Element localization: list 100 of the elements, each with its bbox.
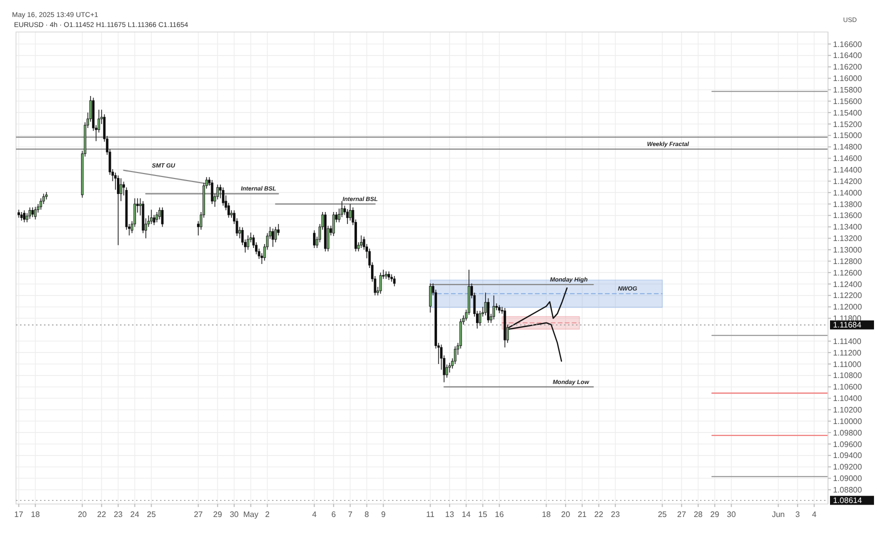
x-tick-label: 4 <box>812 510 817 519</box>
y-tick-label: 1.10600 <box>833 382 862 392</box>
y-tick-label: 1.14000 <box>833 188 862 198</box>
y-tick-label: 1.10800 <box>833 371 862 380</box>
x-tick-label: 14 <box>462 510 472 519</box>
y-tick-label: 1.15800 <box>833 86 862 95</box>
y-tick-label: 1.10400 <box>833 394 862 404</box>
x-tick-label: May <box>243 510 258 519</box>
x-tick-label: 13 <box>445 510 455 519</box>
candlestick <box>116 175 120 246</box>
y-tick-label: 1.13800 <box>833 200 862 209</box>
y-tick-label: 1.14800 <box>833 142 862 152</box>
candlestick <box>23 210 26 223</box>
y-tick-label: 1.15600 <box>833 96 862 106</box>
y-tick-label: 1.16200 <box>833 62 862 72</box>
candlestick <box>40 198 42 210</box>
y-tick-label: 1.13400 <box>833 222 862 232</box>
x-tick-label: 27 <box>194 510 204 519</box>
y-tick-label: 1.12400 <box>833 280 862 289</box>
candlestick <box>348 204 352 221</box>
x-tick-label: 15 <box>478 510 488 519</box>
candlestick <box>120 178 122 202</box>
y-tick-label: 1.12200 <box>833 291 862 300</box>
y-tick-label: 1.16400 <box>833 51 862 60</box>
y-tick-label: 1.09200 <box>833 462 862 472</box>
candlestick <box>492 295 496 320</box>
x-tick-label: 9 <box>381 510 386 519</box>
x-tick-label: 8 <box>364 510 370 519</box>
y-tick-label: 1.08800 <box>833 486 862 495</box>
candlestick <box>478 310 482 326</box>
y-tick-label: 1.09600 <box>833 440 862 449</box>
x-tick-label: 6 <box>331 510 336 519</box>
y-tick-label: 1.13000 <box>833 246 862 255</box>
candlestick <box>150 209 153 224</box>
candlestick <box>454 346 456 364</box>
candlestick <box>332 212 335 236</box>
x-tick-label: 20 <box>561 510 571 519</box>
x-tick-label: 24 <box>130 510 140 519</box>
y-tick-label: 1.10000 <box>833 416 862 426</box>
y-tick-label: 1.13200 <box>833 234 862 244</box>
y-tick-label: 1.09400 <box>833 451 862 460</box>
x-tick-label: 30 <box>726 510 736 519</box>
candlestick <box>210 180 214 204</box>
candlestick <box>222 187 224 206</box>
x-tick-label: 21 <box>578 510 588 519</box>
y-tick-label: 1.12600 <box>833 268 862 278</box>
x-tick-label: 16 <box>494 510 504 519</box>
x-tick-label: 27 <box>677 510 687 519</box>
y-tick-label: 1.11200 <box>833 348 862 358</box>
x-tick-label: 2 <box>265 510 270 519</box>
x-tick-label: 4 <box>312 510 318 519</box>
x-tick-label: 17 <box>14 510 24 519</box>
y-tick-label: 1.09800 <box>833 428 862 438</box>
ref-line-label: 1.08614 <box>833 496 862 506</box>
candlestick <box>161 207 164 228</box>
candlestick <box>379 272 382 294</box>
x-tick-label: 11 <box>426 510 435 519</box>
x-tick-label: 29 <box>710 510 720 519</box>
x-tick-label: 22 <box>97 510 107 519</box>
x-tick-label: 25 <box>146 510 156 519</box>
x-tick-label: 23 <box>114 510 124 519</box>
y-tick-label: 1.14400 <box>833 166 862 175</box>
candlestick <box>274 226 277 243</box>
y-tick-label: 1.13600 <box>833 211 862 220</box>
candlestick <box>429 283 432 313</box>
y-tick-label: 1.14200 <box>833 176 862 186</box>
x-tick-label: 3 <box>795 510 800 519</box>
candlestick <box>313 230 316 248</box>
x-tick-label: 20 <box>78 510 88 519</box>
candlestick <box>31 207 34 218</box>
x-tick-label: 18 <box>30 510 40 519</box>
ref-line-label: 1.11684 <box>833 320 862 330</box>
x-tick-label: 23 <box>610 510 620 519</box>
y-tick-label: 1.11400 <box>833 336 862 346</box>
x-tick-label: 18 <box>542 510 552 519</box>
y-tick-label: 1.09000 <box>833 474 862 484</box>
x-tick-label: 22 <box>594 510 604 519</box>
y-tick-label: 1.10200 <box>833 406 862 415</box>
y-tick-label: 1.15400 <box>833 108 862 118</box>
y-tick-label: 1.12000 <box>833 302 862 312</box>
candlestick <box>277 224 280 236</box>
candlestick <box>34 206 37 220</box>
candlestick <box>28 207 32 220</box>
x-tick-label: 7 <box>348 510 353 519</box>
candlestick <box>360 235 362 248</box>
x-tick-label: 25 <box>658 510 668 519</box>
y-tick-label: 1.15000 <box>833 131 862 140</box>
x-tick-label: 29 <box>213 510 223 519</box>
y-tick-label: 1.14600 <box>833 154 862 164</box>
candlestick <box>246 235 250 250</box>
candlestick <box>272 228 274 248</box>
candlestick <box>346 208 349 224</box>
y-tick-label: 1.11000 <box>833 360 862 369</box>
candlestick <box>156 212 158 223</box>
x-tick-label: 28 <box>694 510 704 519</box>
x-tick-label: Jun <box>772 510 785 519</box>
x-tick-label: 30 <box>230 510 240 519</box>
candlestick <box>393 276 396 287</box>
y-tick-label: 1.16600 <box>833 40 862 49</box>
y-tick-label: 1.16000 <box>833 74 862 84</box>
